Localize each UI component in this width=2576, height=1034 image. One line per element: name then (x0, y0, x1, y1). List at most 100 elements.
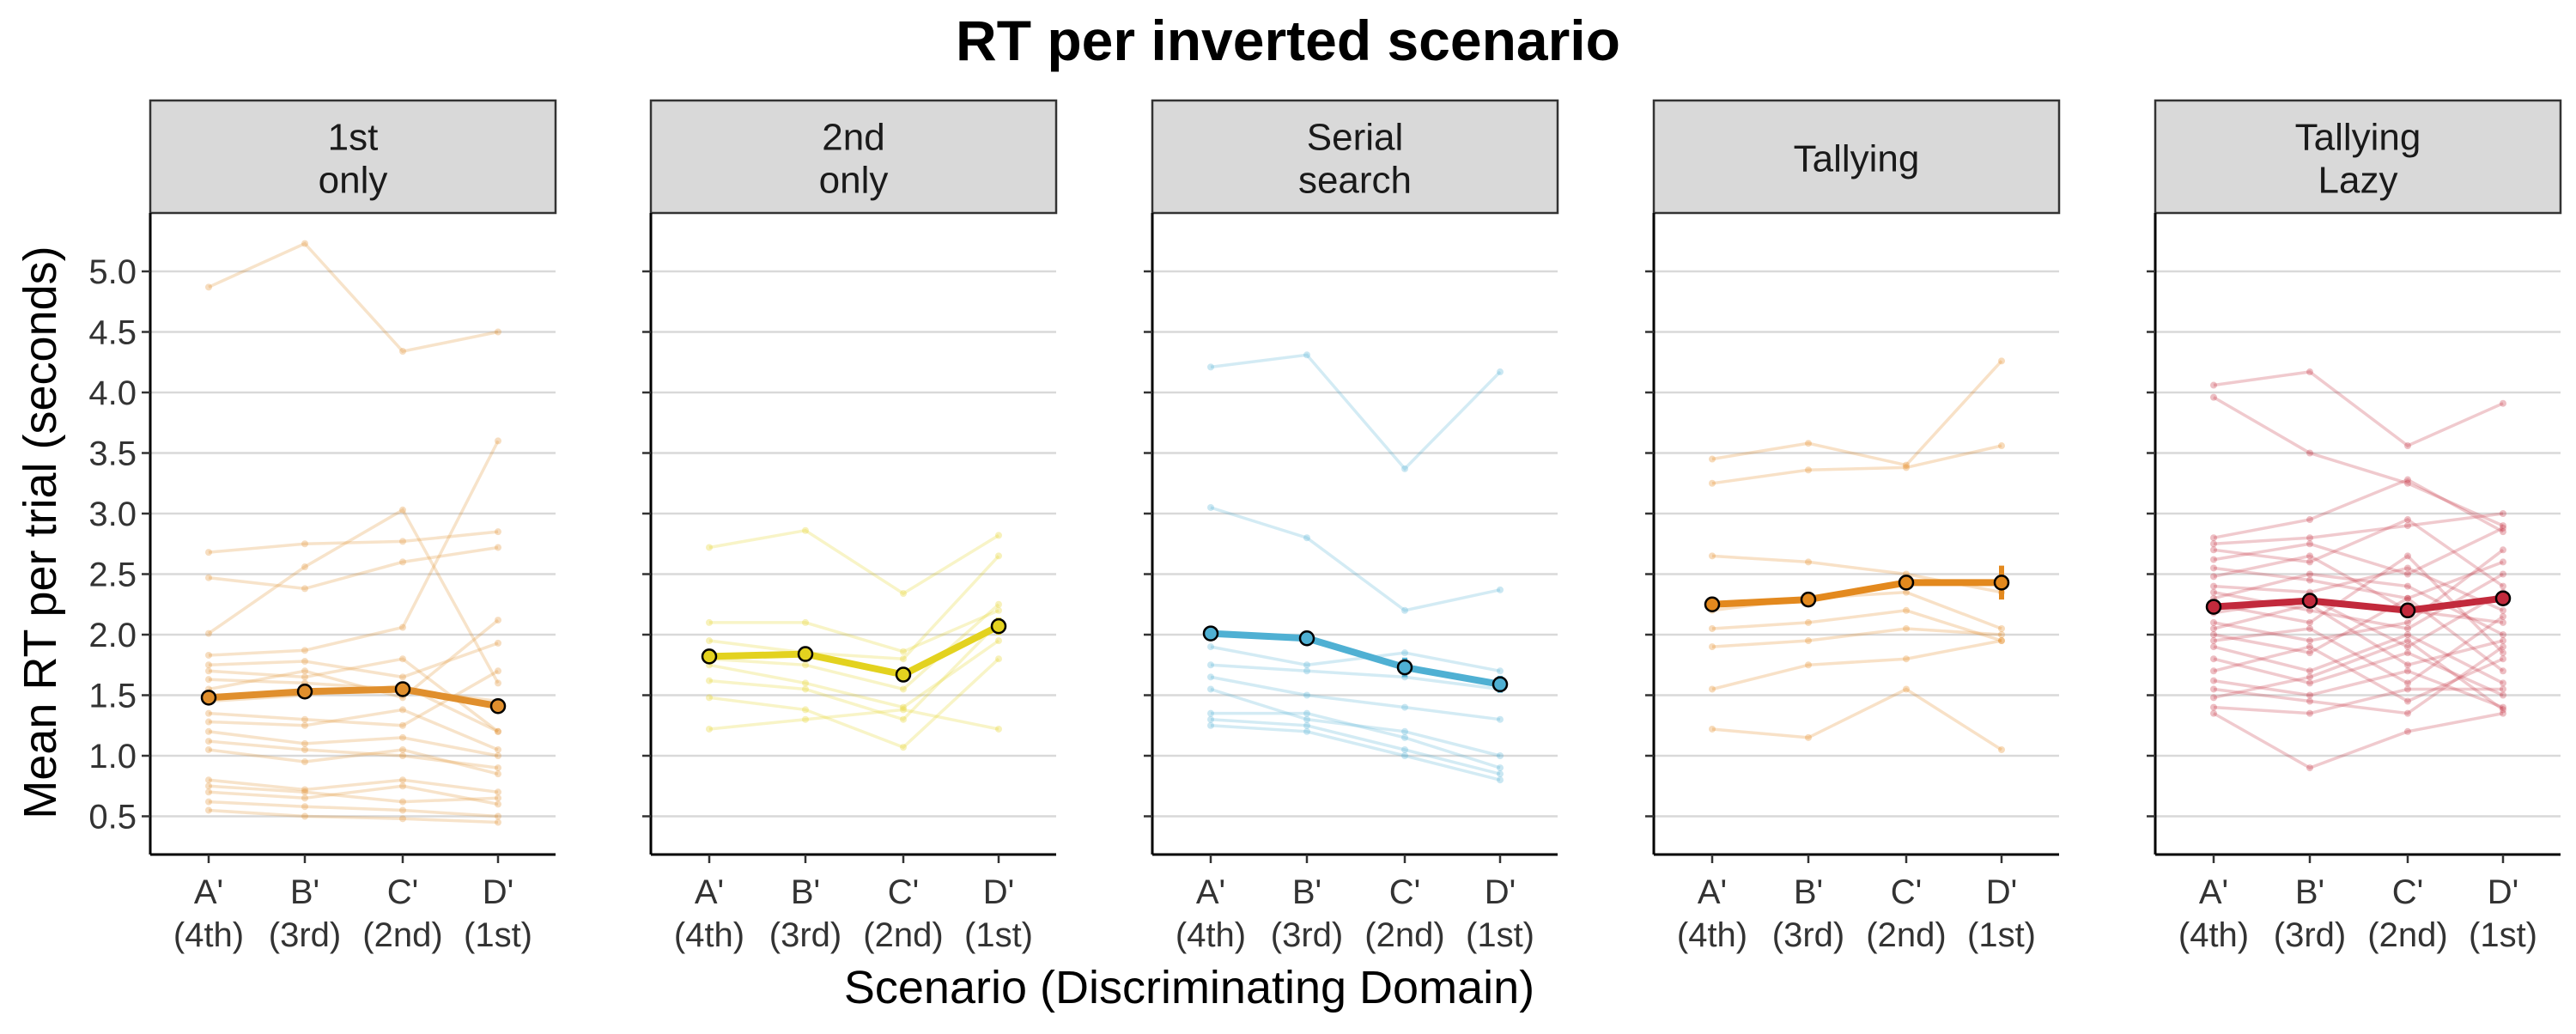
participant-line (709, 609, 999, 654)
x-tick-label: (2nd) (863, 916, 943, 954)
participant-point (205, 283, 212, 291)
mean-point (2399, 602, 2416, 619)
participant-point (1903, 464, 1910, 471)
participant-point (802, 679, 809, 687)
participant-point (2500, 691, 2506, 699)
participant-line (208, 739, 499, 769)
participant-line (708, 708, 999, 731)
participant-point (2210, 677, 2217, 684)
participant-point (2500, 703, 2506, 711)
participant-point (1903, 461, 1910, 469)
x-tick-label: (3rd) (269, 916, 341, 954)
mean-point (701, 648, 718, 665)
participant-line (2213, 602, 2504, 667)
participant-line (708, 555, 1000, 660)
participant-point (2306, 570, 2313, 578)
participant-point (1903, 588, 1910, 596)
participant-point (1709, 624, 1716, 632)
chart-title: RT per inverted scenario (956, 9, 1620, 72)
x-tick-label: (1st) (2469, 916, 2537, 954)
facet-strip-label: Tallying (1794, 138, 1920, 180)
participant-point (399, 538, 406, 545)
y-tick-label: 0.5 (88, 799, 137, 836)
participant-point (2500, 643, 2506, 651)
participant-point (2404, 564, 2411, 572)
participant-line (208, 530, 499, 554)
x-axis-label: Scenario (Discriminating Domain) (844, 962, 1534, 1013)
participant-point (2210, 582, 2217, 590)
facet-strip (1151, 99, 1559, 215)
participant-line (2213, 645, 2505, 715)
participant-line (2213, 596, 2505, 672)
participant-point (1805, 618, 1812, 626)
participant-point (205, 709, 212, 717)
participant-point (399, 655, 406, 663)
participant-line (1711, 687, 2002, 751)
participant-point (495, 727, 501, 735)
x-tick-label: A' (1698, 873, 1727, 911)
participant-point (2500, 655, 2506, 663)
participant-point (2404, 570, 2411, 578)
participant-point (1401, 752, 1408, 759)
participant-line (2213, 639, 2505, 711)
participant-line (1210, 675, 1501, 721)
facet-strip-label: Tallying (2295, 117, 2421, 159)
participant-point (2210, 655, 2217, 663)
participant-line (2213, 711, 2504, 770)
participant-point (1709, 552, 1716, 560)
participant-point (301, 786, 308, 794)
participant-point (2404, 552, 2411, 560)
participant-point (2404, 643, 2411, 651)
participant-line (208, 730, 499, 757)
participant-point (2404, 709, 2411, 717)
participant-point (2210, 393, 2217, 401)
participant-point (2306, 368, 2313, 376)
mean-point (1993, 575, 2010, 591)
participant-line (208, 508, 500, 684)
participant-point (399, 721, 406, 729)
facet-strip (1652, 99, 2061, 215)
participant-point (1709, 643, 1716, 651)
participant-point (2210, 546, 2217, 554)
participant-line (2213, 651, 2504, 697)
participant-point (1805, 661, 1812, 669)
participant-line (2213, 669, 2504, 709)
participant-line (1711, 639, 2002, 691)
mean-point (2494, 590, 2512, 606)
participant-point (2404, 516, 2411, 524)
participant-point (706, 725, 713, 733)
participant-point (995, 637, 1002, 645)
participant-point (1998, 624, 2005, 632)
facet-strip-label: Lazy (2318, 160, 2398, 202)
participant-point (399, 733, 406, 741)
participant-line (2213, 512, 2504, 546)
participant-point (2500, 528, 2506, 536)
participant-point (1207, 503, 1214, 511)
participant-line (208, 618, 500, 700)
participant-point (802, 618, 809, 626)
x-tick-label: (4th) (173, 916, 244, 954)
participant-point (2404, 594, 2411, 602)
participant-line (208, 800, 499, 818)
x-tick-label: (1st) (464, 916, 532, 954)
participant-point (1401, 727, 1408, 735)
participant-point (205, 630, 212, 637)
participant-point (1207, 643, 1214, 651)
participant-point (399, 752, 406, 759)
participant-point (900, 706, 907, 714)
participant-line (2213, 526, 2504, 576)
participant-point (900, 655, 907, 663)
participant-point (2306, 576, 2313, 584)
participant-point (2306, 606, 2313, 614)
participant-point (1998, 442, 2005, 450)
participant-line (2213, 566, 2504, 612)
participant-point (1903, 606, 1910, 614)
x-tick-label: (4th) (2178, 916, 2249, 954)
participant-point (301, 715, 308, 723)
participant-point (495, 437, 501, 445)
participant-line (208, 545, 499, 591)
x-tick-label: B' (2295, 873, 2324, 911)
participant-line (1711, 627, 2002, 648)
participant-point (1709, 479, 1716, 487)
